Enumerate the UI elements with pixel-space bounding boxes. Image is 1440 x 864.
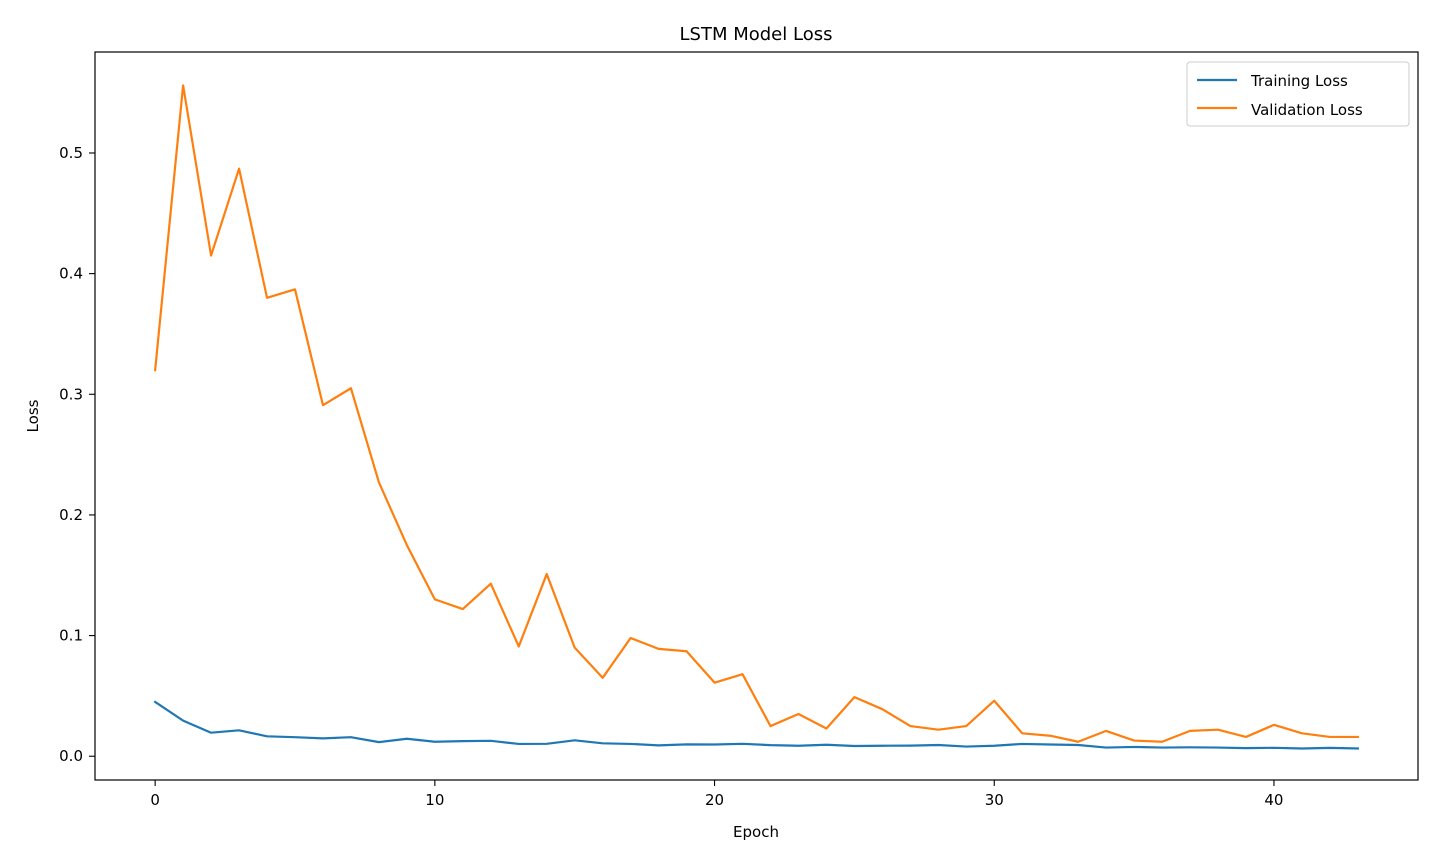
- y-tick-label: 0.0: [59, 747, 83, 765]
- y-tick-label: 0.2: [59, 506, 83, 524]
- y-axis: 0.0 0.1 0.2 0.3 0.4 0.5: [59, 144, 95, 765]
- y-tick-label: 0.4: [59, 265, 83, 283]
- legend-label-validation: Validation Loss: [1251, 101, 1363, 119]
- x-tick-label: 20: [705, 791, 724, 809]
- x-tick-label: 0: [150, 791, 160, 809]
- series-layer: [153, 84, 1359, 750]
- x-axis-label: Epoch: [733, 823, 779, 841]
- series-line-training-loss: [153, 700, 1359, 750]
- legend-box: [1186, 61, 1410, 127]
- series-line-validation-loss: [153, 84, 1359, 743]
- plot-frame: [94, 51, 1419, 781]
- y-tick-label: 0.5: [59, 144, 83, 162]
- y-axis-label: Loss: [24, 399, 42, 432]
- y-tick-label: 0.1: [59, 627, 83, 645]
- x-tick-label: 10: [425, 791, 444, 809]
- chart-title: LSTM Model Loss: [680, 24, 833, 45]
- legend: Training Loss Validation Loss: [1186, 61, 1410, 127]
- y-tick-label: 0.3: [59, 385, 83, 403]
- plot-area: [94, 51, 1419, 781]
- x-axis: 0 10 20 30 40: [150, 780, 1283, 809]
- legend-label-training: Training Loss: [1250, 72, 1348, 90]
- x-tick-label: 30: [985, 791, 1004, 809]
- x-tick-label: 40: [1264, 791, 1283, 809]
